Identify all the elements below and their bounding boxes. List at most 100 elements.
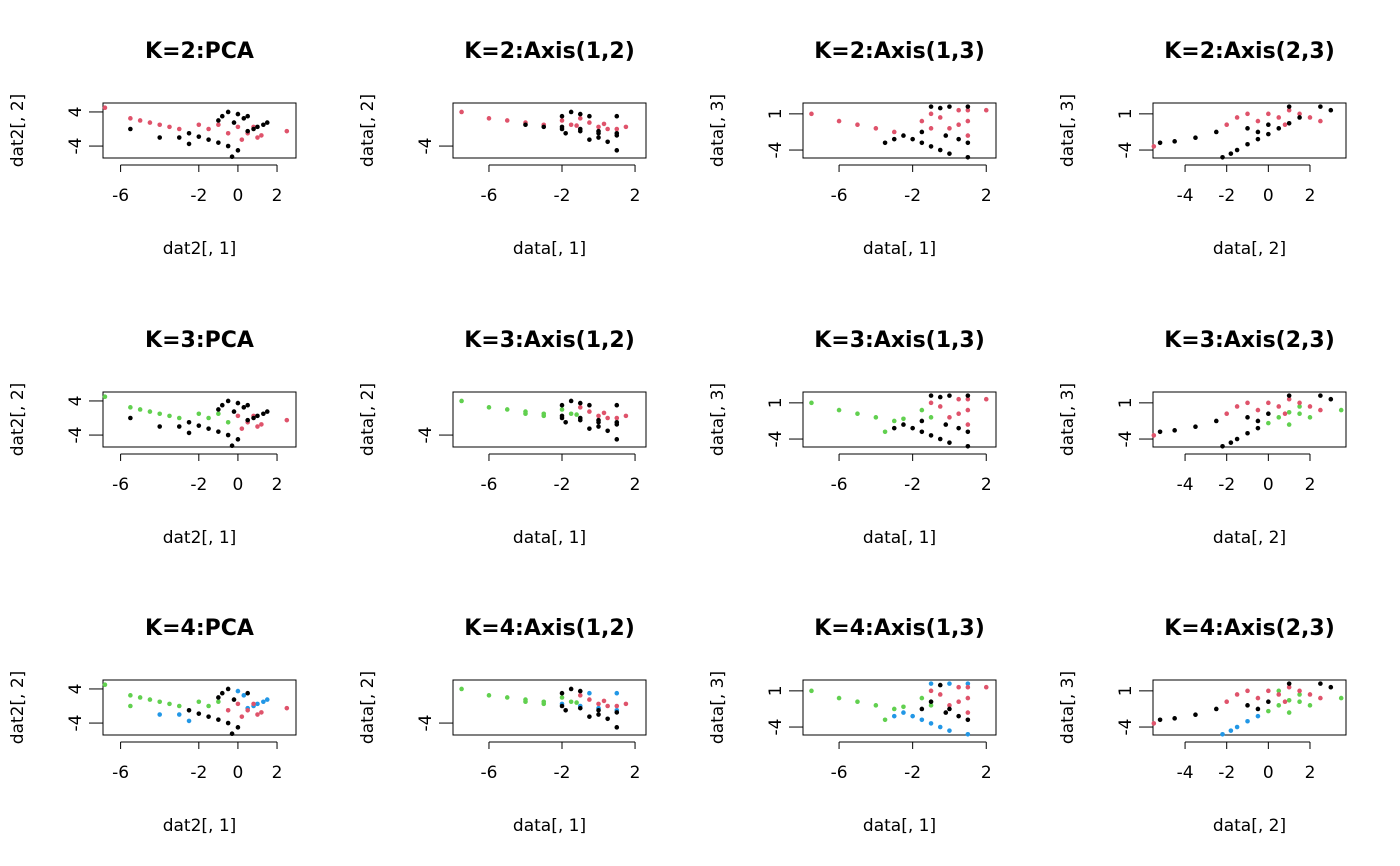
point — [235, 148, 241, 153]
x-tick-label: -6 — [112, 763, 129, 783]
x-tick-label: 0 — [1263, 475, 1274, 495]
plot-box — [102, 102, 297, 159]
point — [882, 140, 888, 146]
point — [1255, 706, 1261, 712]
point — [873, 703, 879, 708]
point — [176, 703, 182, 709]
point — [255, 701, 260, 707]
point — [965, 710, 971, 715]
point — [186, 718, 192, 724]
point — [956, 684, 961, 690]
point — [216, 717, 221, 722]
panel: K=3:PCA -6 -2 0 2 -4 4 dat2[, 1] dat2[, 2] — [8, 328, 297, 548]
point — [128, 126, 133, 132]
point — [255, 135, 260, 140]
point — [836, 118, 842, 124]
point — [245, 690, 251, 696]
point — [983, 107, 989, 113]
point — [947, 440, 952, 445]
point — [956, 122, 961, 128]
point — [523, 699, 528, 705]
point — [601, 698, 607, 704]
point — [459, 109, 464, 115]
point — [459, 398, 464, 404]
point — [167, 701, 172, 707]
panel-title: K=3:Axis(1,3) — [814, 328, 985, 353]
panel: K=4:PCA -6 -2 0 2 -4 4 dat2[, 1] dat2[, 2] — [8, 616, 297, 836]
point — [176, 415, 182, 421]
point — [1318, 393, 1323, 398]
point — [157, 712, 163, 717]
point — [928, 681, 934, 686]
point — [128, 405, 133, 410]
x-axis-label: data[, 1] — [863, 528, 936, 548]
point — [965, 717, 971, 723]
point — [147, 409, 153, 414]
point — [947, 393, 952, 398]
x-tick-label: -6 — [112, 475, 129, 495]
x-axis-label: data[, 1] — [863, 239, 936, 259]
point — [601, 121, 607, 127]
point — [891, 706, 897, 712]
point — [601, 410, 607, 416]
point — [219, 113, 225, 119]
panel: K=2:PCA -6 -2 0 2 -4 4 dat2[, 1] dat2[, 2] — [8, 39, 297, 259]
point — [937, 436, 943, 442]
point — [1318, 681, 1323, 686]
y-tick-label: -4 — [766, 431, 786, 448]
point — [614, 437, 620, 442]
point — [235, 688, 241, 694]
point — [568, 122, 574, 128]
point — [1276, 115, 1282, 120]
point — [264, 697, 270, 702]
y-tick-label: 1 — [766, 685, 786, 696]
point — [577, 693, 583, 698]
panel: K=3:Axis(1,2) -6 -2 2 -4 data[, 1] data[, 2] — [358, 328, 647, 548]
point — [1228, 440, 1234, 445]
point — [1297, 404, 1302, 409]
point — [245, 417, 251, 423]
point — [1307, 404, 1313, 409]
y-tick-label: 4 — [66, 684, 86, 695]
point — [928, 688, 934, 694]
x-tick-label: 0 — [1263, 763, 1274, 783]
panel-title: K=2:Axis(1,2) — [464, 39, 635, 64]
point — [1266, 688, 1271, 694]
point — [541, 124, 547, 130]
x-tick-label: -6 — [480, 186, 497, 206]
point — [1266, 400, 1271, 406]
point — [225, 686, 231, 692]
point — [563, 130, 568, 136]
point — [176, 712, 182, 717]
y-tick-label: 1 — [1116, 685, 1136, 696]
x-tick-label: -4 — [1177, 763, 1194, 783]
point — [956, 411, 961, 417]
point — [1234, 724, 1240, 730]
x-tick-label: -6 — [480, 763, 497, 783]
point — [225, 707, 231, 713]
point — [919, 407, 925, 413]
point — [486, 405, 492, 410]
point — [1286, 393, 1292, 398]
x-tick-label: -2 — [904, 475, 921, 495]
point — [577, 688, 583, 694]
y-axis-label: dat2[, 2] — [8, 383, 28, 457]
point — [587, 113, 592, 119]
point — [1193, 135, 1198, 141]
x-tick-label: 2 — [981, 186, 992, 206]
point — [577, 116, 583, 121]
plot-box — [1152, 391, 1347, 448]
x-tick-label: -6 — [480, 475, 497, 495]
point — [937, 105, 943, 111]
point — [196, 711, 202, 716]
point — [901, 416, 906, 422]
panel-title: K=2:PCA — [145, 39, 254, 64]
point — [587, 697, 592, 702]
point — [928, 126, 934, 131]
point — [1255, 425, 1261, 431]
point — [937, 115, 943, 120]
point — [1157, 429, 1163, 435]
point — [196, 699, 202, 705]
point — [1297, 115, 1302, 120]
y-tick-label: -4 — [416, 138, 436, 155]
